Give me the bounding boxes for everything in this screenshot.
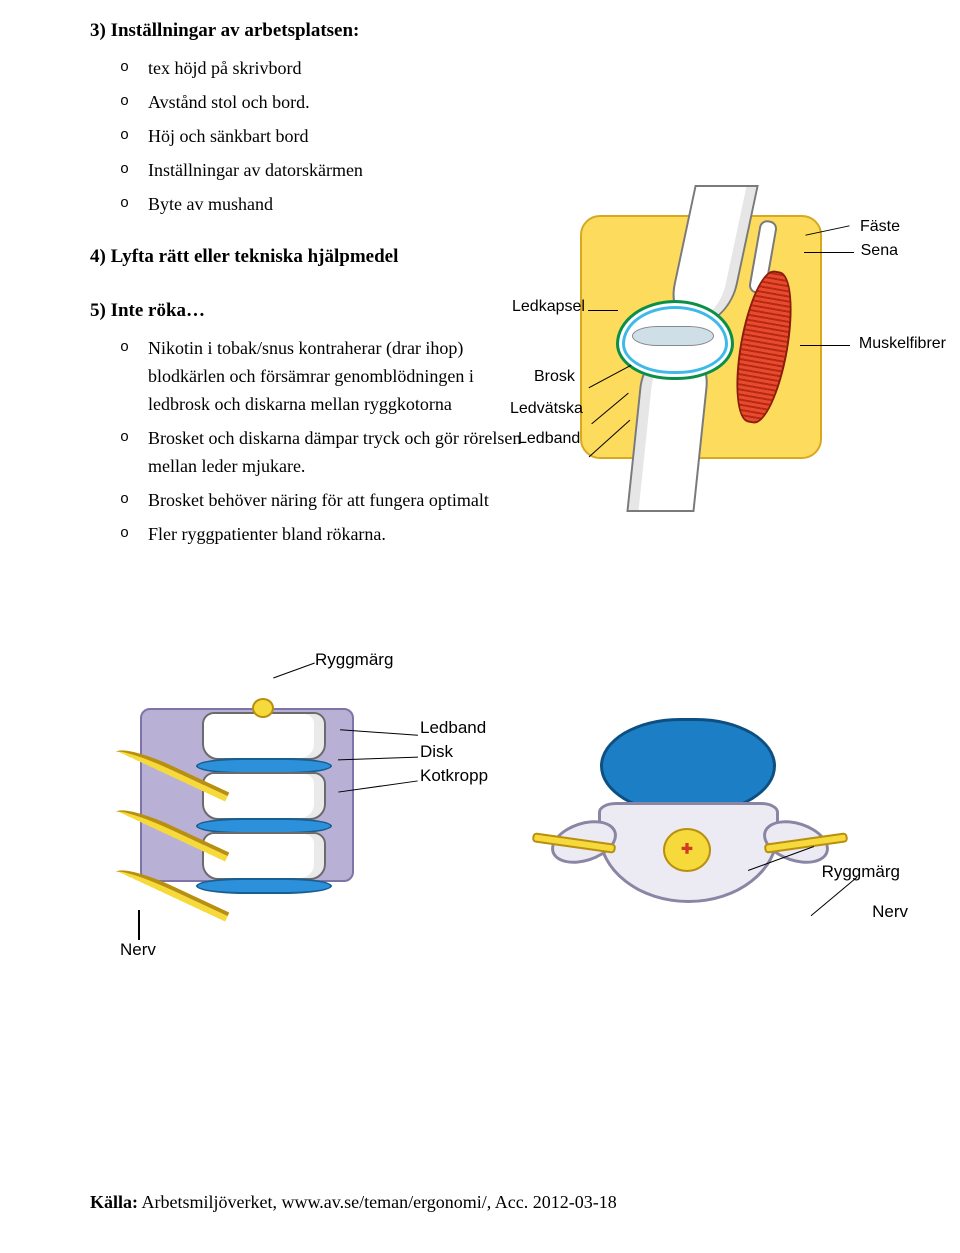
label-muskelfibrer: Muskelfibrer <box>859 335 946 353</box>
bullet-marker: o <box>120 122 129 150</box>
bullet-marker: o <box>120 190 129 218</box>
spinal-canal <box>663 828 711 872</box>
list-text: Avstånd stol och bord. <box>148 92 310 112</box>
list-item: o Inställningar av datorskärmen <box>90 156 870 184</box>
section5-list: o Nikotin i tobak/snus kontraherar (drar … <box>90 334 530 548</box>
cartilage-shape <box>632 326 714 346</box>
label-faste: Fäste <box>860 218 900 236</box>
vertebra <box>202 712 326 760</box>
spinal-cord <box>252 698 274 718</box>
leader-line <box>138 910 140 940</box>
figure-joint: Fäste Sena Muskelfibrer Ledkapsel Brosk … <box>580 190 890 480</box>
bullet-marker: o <box>120 520 129 548</box>
source-line: Källa: Arbetsmiljöverket, www.av.se/tema… <box>90 1192 617 1213</box>
bullet-marker: o <box>120 424 129 452</box>
bullet-marker: o <box>120 88 129 116</box>
vertebra-cross-section <box>560 710 820 930</box>
leader-line <box>588 310 618 311</box>
vertebral-body <box>600 718 776 814</box>
section3-heading: 3) Inställningar av arbetsplatsen: <box>90 20 870 42</box>
label-disk: Disk <box>420 742 453 762</box>
bullet-marker: o <box>120 156 129 184</box>
list-text: Brosket behöver näring för att fungera o… <box>148 490 489 510</box>
disc <box>196 878 332 894</box>
list-text: Inställningar av datorskärmen <box>148 160 363 180</box>
leader-line <box>800 345 850 346</box>
list-text: tex höjd på skrivbord <box>148 58 301 78</box>
label-ledband: Ledband <box>518 430 580 448</box>
label-ledkapsel: Ledkapsel <box>512 298 585 316</box>
source-label: Källa: <box>90 1192 138 1212</box>
label-ledvatska: Ledvätska <box>510 400 583 418</box>
list-text: Nikotin i tobak/snus kontraherar (drar i… <box>148 338 474 414</box>
label-kotkropp: Kotkropp <box>420 766 488 786</box>
leader-line <box>273 663 315 679</box>
label-brosk: Brosk <box>534 368 575 386</box>
list-text: Höj och sänkbart bord <box>148 126 308 146</box>
list-text: Byte av mushand <box>148 194 273 214</box>
list-item: o Avstånd stol och bord. <box>90 88 870 116</box>
figure-spine: Ryggmärg Ledband Disk Kotkropp Nerv Rygg… <box>90 640 880 970</box>
bullet-marker: o <box>120 54 129 82</box>
leader-line <box>804 252 854 253</box>
bullet-marker: o <box>120 486 129 514</box>
source-text: Arbetsmiljöverket, www.av.se/teman/ergon… <box>138 1192 617 1212</box>
bullet-marker: o <box>120 334 129 362</box>
list-item: o Höj och sänkbart bord <box>90 122 870 150</box>
list-text: Fler ryggpatienter bland rökarna. <box>148 524 386 544</box>
list-item: o Brosket och diskarna dämpar tryck och g… <box>90 424 530 480</box>
list-item: o Nikotin i tobak/snus kontraherar (drar … <box>90 334 530 418</box>
list-item: o tex höjd på skrivbord <box>90 54 870 82</box>
label-ledband-2: Ledband <box>420 718 486 738</box>
label-ryggmarg-2: Ryggmärg <box>822 862 900 882</box>
label-nerv-1: Nerv <box>120 940 156 960</box>
label-sena: Sena <box>861 242 898 260</box>
list-item: o Fler ryggpatienter bland rökarna. <box>90 520 530 548</box>
label-nerv-2: Nerv <box>872 902 908 922</box>
label-ryggmarg-1: Ryggmärg <box>315 650 393 670</box>
list-item: o Brosket behöver näring för att fungera … <box>90 486 530 514</box>
list-text: Brosket och diskarna dämpar tryck och gö… <box>148 428 521 476</box>
